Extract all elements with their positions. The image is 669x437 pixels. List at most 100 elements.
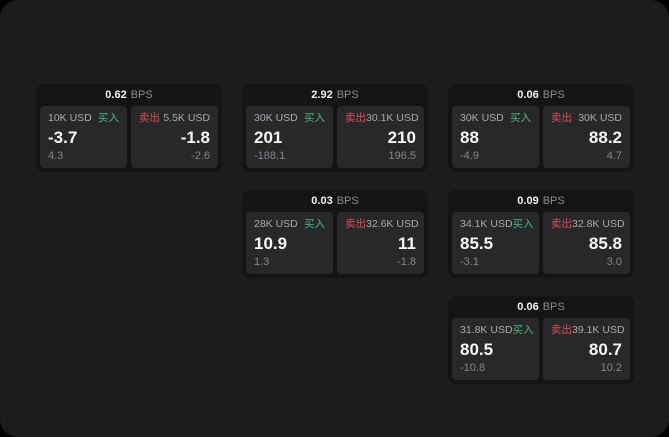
- sell-amount: 32.6K USD: [366, 218, 419, 230]
- quote-panels: 10K USD 买入 -3.7 4.3 卖出 5.5K USD -1.8 -2.…: [36, 106, 222, 172]
- spread-unit-label: BPS: [542, 88, 565, 101]
- buy-change: -3.1: [460, 256, 479, 268]
- spread-value: 0.03: [311, 194, 333, 207]
- buy-side-label: 买入: [512, 324, 534, 336]
- sell-panel-top: 卖出 30K USD: [551, 113, 622, 124]
- buy-price: 88: [460, 127, 479, 147]
- buy-price: 85.5: [460, 233, 494, 253]
- buy-panel-top: 28K USD 买入: [254, 219, 325, 230]
- sell-amount: 5.5K USD: [163, 112, 210, 124]
- sell-price: 210: [387, 127, 416, 147]
- buy-change: 4.3: [48, 150, 64, 162]
- spread-value: 0.09: [517, 194, 539, 207]
- buy-amount: 31.8K USD: [460, 324, 513, 336]
- sell-panel[interactable]: 卖出 32.6K USD 11 -1.8: [337, 212, 424, 274]
- sell-price: 11: [398, 233, 416, 253]
- buy-amount: 10K USD: [48, 112, 92, 124]
- spread-header: 0.06 BPS: [448, 84, 634, 106]
- spread-header: 0.62 BPS: [36, 84, 222, 106]
- sell-change: -1.8: [397, 256, 416, 268]
- sell-price: 88.2: [588, 127, 622, 147]
- spread-value: 0.62: [105, 88, 127, 101]
- quote-panels: 28K USD 买入 10.9 1.3 卖出 32.6K USD 11 -1.8: [242, 212, 428, 278]
- spread-header: 2.92 BPS: [242, 84, 428, 106]
- buy-price: 10.9: [254, 233, 288, 253]
- sell-side-label: 卖出: [551, 112, 572, 124]
- buy-panel[interactable]: 30K USD 买入 88 -4.9: [452, 106, 539, 168]
- buy-side-label: 买入: [304, 218, 325, 230]
- spread-unit-label: BPS: [542, 194, 565, 207]
- quote-panels: 30K USD 买入 201 -188.1 卖出 30.1K USD 210 1…: [242, 106, 428, 172]
- quote-card: 0.03 BPS 28K USD 买入 10.9 1.3 卖出: [242, 190, 428, 278]
- sell-side-label: 卖出: [139, 112, 160, 124]
- spread-value: 0.06: [517, 300, 539, 313]
- buy-change: -188.1: [254, 150, 286, 162]
- sell-panel-top: 卖出 30.1K USD: [345, 112, 419, 124]
- spread-header: 0.03 BPS: [242, 190, 428, 212]
- buy-amount: 30K USD: [460, 112, 504, 124]
- sell-change: 4.7: [606, 150, 622, 162]
- buy-price: 80.5: [460, 339, 494, 359]
- sell-panel[interactable]: 卖出 30.1K USD 210 196.5: [337, 106, 424, 168]
- buy-amount: 28K USD: [254, 218, 298, 230]
- buy-panel-top: 10K USD 买入: [48, 113, 119, 124]
- spread-unit-label: BPS: [336, 88, 359, 101]
- sell-panel-top: 卖出 32.8K USD: [551, 218, 625, 230]
- buy-side-label: 买入: [304, 112, 325, 124]
- quote-card: 0.62 BPS 10K USD 买入 -3.7 4.3 卖出: [36, 84, 222, 172]
- buy-change: 1.3: [254, 256, 270, 268]
- sell-price: -1.8: [180, 127, 210, 147]
- sell-price: 80.7: [588, 339, 622, 359]
- buy-change: -4.9: [460, 150, 479, 162]
- buy-side-label: 买入: [510, 112, 531, 124]
- sell-panel-top: 卖出 32.6K USD: [345, 218, 419, 230]
- buy-panel[interactable]: 28K USD 买入 10.9 1.3: [246, 212, 333, 274]
- sell-change: -2.6: [191, 150, 210, 162]
- spread-unit-label: BPS: [542, 300, 565, 313]
- quote-grid: 0.62 BPS 10K USD 买入 -3.7 4.3 卖出: [36, 84, 634, 384]
- sell-panel[interactable]: 卖出 32.8K USD 85.8 3.0: [543, 212, 630, 274]
- buy-panel[interactable]: 30K USD 买入 201 -188.1: [246, 106, 333, 168]
- sell-amount: 30K USD: [578, 112, 622, 124]
- sell-price: 85.8: [588, 233, 622, 253]
- buy-panel[interactable]: 31.8K USD 买入 80.5 -10.8: [452, 318, 539, 380]
- buy-price: 201: [254, 127, 283, 147]
- sell-change: 10.2: [600, 362, 622, 374]
- quote-panels: 31.8K USD 买入 80.5 -10.8 卖出 39.1K USD 80.…: [448, 318, 634, 384]
- buy-side-label: 买入: [98, 112, 119, 124]
- buy-panel-top: 34.1K USD 买入: [460, 218, 534, 230]
- sell-panel[interactable]: 卖出 5.5K USD -1.8 -2.6: [131, 106, 218, 168]
- sell-side-label: 卖出: [345, 112, 366, 124]
- spread-unit-label: BPS: [336, 194, 359, 207]
- sell-panel-top: 卖出 5.5K USD: [139, 113, 210, 124]
- sell-amount: 30.1K USD: [366, 112, 419, 124]
- buy-amount: 34.1K USD: [460, 218, 513, 230]
- spread-value: 0.06: [517, 88, 539, 101]
- sell-panel[interactable]: 卖出 30K USD 88.2 4.7: [543, 106, 630, 168]
- buy-side-label: 买入: [512, 218, 534, 230]
- sell-side-label: 卖出: [551, 324, 572, 336]
- buy-panel[interactable]: 10K USD 买入 -3.7 4.3: [40, 106, 127, 168]
- sell-change: 196.5: [388, 150, 416, 162]
- buy-panel[interactable]: 34.1K USD 买入 85.5 -3.1: [452, 212, 539, 274]
- sell-panel[interactable]: 卖出 39.1K USD 80.7 10.2: [543, 318, 630, 380]
- sell-change: 3.0: [606, 256, 622, 268]
- quote-card: 0.06 BPS 31.8K USD 买入 80.5 -10.8 卖: [448, 296, 634, 384]
- sell-side-label: 卖出: [551, 218, 572, 230]
- buy-panel-top: 31.8K USD 买入: [460, 324, 534, 336]
- buy-panel-top: 30K USD 买入: [254, 113, 325, 124]
- spread-header: 0.09 BPS: [448, 190, 634, 212]
- quote-panels: 34.1K USD 买入 85.5 -3.1 卖出 32.8K USD 85.8…: [448, 212, 634, 278]
- quote-card: 0.09 BPS 34.1K USD 买入 85.5 -3.1 卖出: [448, 190, 634, 278]
- spread-header: 0.06 BPS: [448, 296, 634, 318]
- buy-panel-top: 30K USD 买入: [460, 113, 531, 124]
- buy-price: -3.7: [48, 127, 78, 147]
- quote-card: 0.06 BPS 30K USD 买入 88 -4.9 卖出: [448, 84, 634, 172]
- quote-card: 2.92 BPS 30K USD 买入 201 -188.1 卖出: [242, 84, 428, 172]
- buy-change: -10.8: [460, 362, 486, 374]
- spread-value: 2.92: [311, 88, 333, 101]
- sell-side-label: 卖出: [345, 218, 366, 230]
- quote-panels: 30K USD 买入 88 -4.9 卖出 30K USD 88.2 4.7: [448, 106, 634, 172]
- spread-unit-label: BPS: [130, 88, 153, 101]
